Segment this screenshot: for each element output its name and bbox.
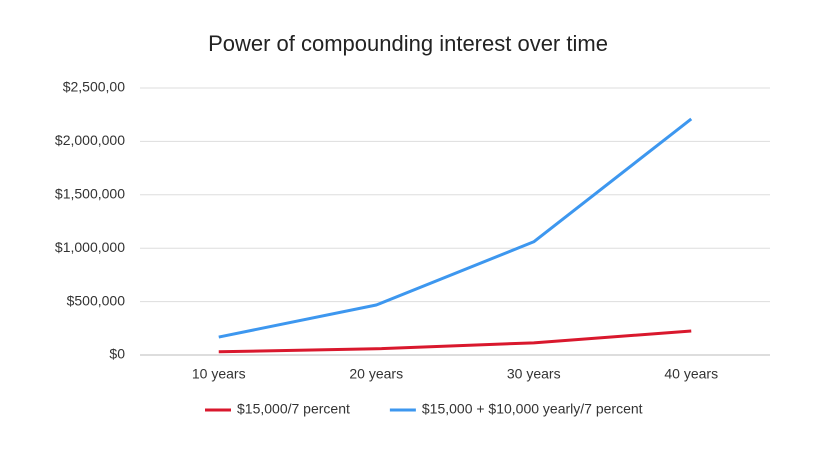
- series-line: [218, 329, 692, 354]
- chart-title: Power of compounding interest over time: [208, 31, 608, 56]
- y-tick-label: $500,000: [67, 292, 126, 308]
- series-line: [218, 117, 693, 339]
- y-tick-label: $1,500,000: [55, 186, 125, 202]
- legend-label: $15,000 + $10,000 yearly/7 percent: [422, 401, 643, 417]
- x-tick-label: 30 years: [507, 366, 561, 382]
- y-tick-label: $0: [109, 346, 125, 362]
- y-tick-label: $2,500,00: [63, 79, 125, 95]
- y-tick-label: $1,000,000: [55, 239, 125, 255]
- x-tick-label: 20 years: [349, 366, 403, 382]
- y-tick-label: $2,000,000: [55, 132, 125, 148]
- legend-label: $15,000/7 percent: [237, 401, 350, 417]
- x-tick-label: 10 years: [192, 366, 246, 382]
- x-tick-label: 40 years: [664, 366, 718, 382]
